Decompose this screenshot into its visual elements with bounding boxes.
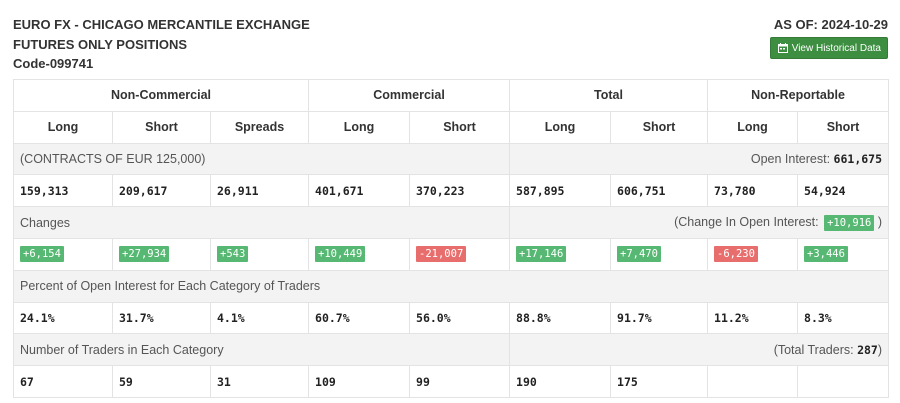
table-cell: 91.7% [610, 301, 709, 335]
table-cell [797, 365, 890, 398]
percent-row: 24.1% 31.7% 4.1% 60.7% 56.0% 88.8% 91.7%… [13, 301, 890, 335]
change-open-interest-cell: (Change In Open Interest: +10,916 ) [509, 206, 890, 239]
group-commercial: Commercial [308, 79, 511, 112]
positions-row: 159,313 209,617 26,911 401,671 370,223 5… [13, 174, 890, 208]
changes-label: Changes [12, 206, 511, 239]
table-cell: +3,446 [797, 237, 890, 271]
table-cell: 606,751 [610, 174, 709, 208]
table-cell [707, 365, 799, 398]
change-badge: +543 [217, 246, 249, 263]
column-header-row: Long Short Spreads Long Short Long Short… [13, 110, 890, 144]
change-badge: +10,449 [315, 246, 366, 263]
cot-positions-table: Non-Commercial Commercial Total Non-Repo… [12, 79, 890, 398]
table-cell: 11.2% [707, 301, 799, 335]
traders-row: 67 59 31 109 99 190 175 [13, 365, 890, 398]
table-cell: 175 [610, 365, 709, 398]
total-traders-close: ) [877, 342, 883, 357]
table-cell: 26,911 [209, 174, 310, 208]
col-header: Short [409, 110, 511, 144]
traders-band-row: Number of Traders in Each Category (Tota… [12, 333, 890, 367]
change-badge: +3,446 [804, 246, 848, 263]
table-cell: 109 [308, 365, 411, 398]
change-open-interest-label: (Change In Open Interest: [674, 214, 819, 229]
col-header: Long [707, 110, 799, 144]
table-cell: 56.0% [409, 301, 511, 335]
table-cell: +543 [209, 237, 310, 271]
view-historical-data-button[interactable]: View Historical Data [769, 37, 888, 59]
traders-label: Number of Traders in Each Category [12, 333, 511, 367]
as-of-date: AS OF: 2024-10-29 [773, 17, 888, 32]
group-non-reportable: Non-Reportable [707, 79, 890, 112]
table-cell: +10,449 [308, 237, 411, 271]
open-interest-cell: Open Interest: 661,675 [509, 142, 890, 176]
change-badge: -6,230 [714, 246, 758, 263]
report-title-line1: EURO FX - CHICAGO MERCANTILE EXCHANGE [13, 17, 310, 32]
table-cell: +27,934 [112, 237, 211, 271]
group-header-row: Non-Commercial Commercial Total Non-Repo… [12, 79, 890, 112]
col-header: Short [610, 110, 709, 144]
changes-band-row: Changes (Change In Open Interest: +10,91… [12, 206, 890, 239]
col-header: Spreads [209, 110, 310, 144]
col-header: Long [13, 110, 113, 144]
table-cell: 88.8% [509, 301, 612, 335]
change-badge: +27,934 [119, 246, 170, 263]
table-cell: 587,895 [509, 174, 612, 208]
total-traders-label: (Total Traders: [773, 342, 854, 357]
change-badge: -21,007 [416, 246, 467, 263]
total-traders-cell: (Total Traders: 287) [509, 333, 890, 367]
table-cell: 73,780 [707, 174, 799, 208]
change-open-interest-close: ) [877, 214, 883, 229]
table-cell: +7,470 [610, 237, 709, 271]
table-cell: 31.7% [112, 301, 211, 335]
col-header: Short [112, 110, 211, 144]
change-badge: +17,146 [516, 246, 567, 263]
table-cell: 60.7% [308, 301, 411, 335]
table-cell: 190 [509, 365, 612, 398]
table-cell: 8.3% [797, 301, 890, 335]
changes-row: +6,154 +27,934 +543 +10,449 -21,007 +17,… [13, 237, 890, 271]
col-header: Long [308, 110, 411, 144]
view-historical-data-label: View Historical Data [791, 42, 881, 54]
report-code: Code-099741 [13, 56, 94, 71]
table-cell: 99 [409, 365, 511, 398]
col-header: Short [797, 110, 890, 144]
table-cell: 4.1% [209, 301, 310, 335]
group-total: Total [509, 79, 709, 112]
report-meta: AS OF: 2024-10-29 View Historical Data [769, 15, 888, 59]
percent-label: Percent of Open Interest for Each Catego… [12, 269, 890, 303]
table-cell: -6,230 [707, 237, 799, 271]
table-cell: 209,617 [112, 174, 211, 208]
table-cell: -21,007 [409, 237, 511, 271]
col-header: Long [509, 110, 612, 144]
percent-band-row: Percent of Open Interest for Each Catego… [12, 269, 890, 303]
change-badge: +7,470 [617, 246, 661, 263]
table-cell: 159,313 [13, 174, 113, 208]
report-title-line2: FUTURES ONLY POSITIONS [13, 36, 188, 52]
table-cell: +17,146 [509, 237, 612, 271]
change-badge: +6,154 [20, 246, 64, 263]
table-cell: 401,671 [308, 174, 411, 208]
table-cell: +6,154 [13, 237, 113, 271]
table-cell: 370,223 [409, 174, 511, 208]
group-non-commercial: Non-Commercial [12, 79, 310, 112]
open-interest-value: 661,675 [833, 151, 883, 166]
table-cell: 24.1% [13, 301, 113, 335]
calendar-icon [777, 43, 788, 53]
table-cell: 31 [209, 365, 310, 398]
total-traders-value: 287 [857, 342, 878, 357]
contracts-label: (CONTRACTS OF EUR 125,000) [12, 142, 511, 176]
table-cell: 67 [13, 365, 113, 398]
table-cell: 54,924 [797, 174, 890, 208]
report-title: EURO FX - CHICAGO MERCANTILE EXCHANGE FU… [13, 15, 310, 74]
change-open-interest-badge: +10,916 [824, 214, 875, 231]
table-cell: 59 [112, 365, 211, 398]
open-interest-label: Open Interest: [750, 151, 831, 166]
contracts-band-row: (CONTRACTS OF EUR 125,000) Open Interest… [12, 142, 890, 176]
